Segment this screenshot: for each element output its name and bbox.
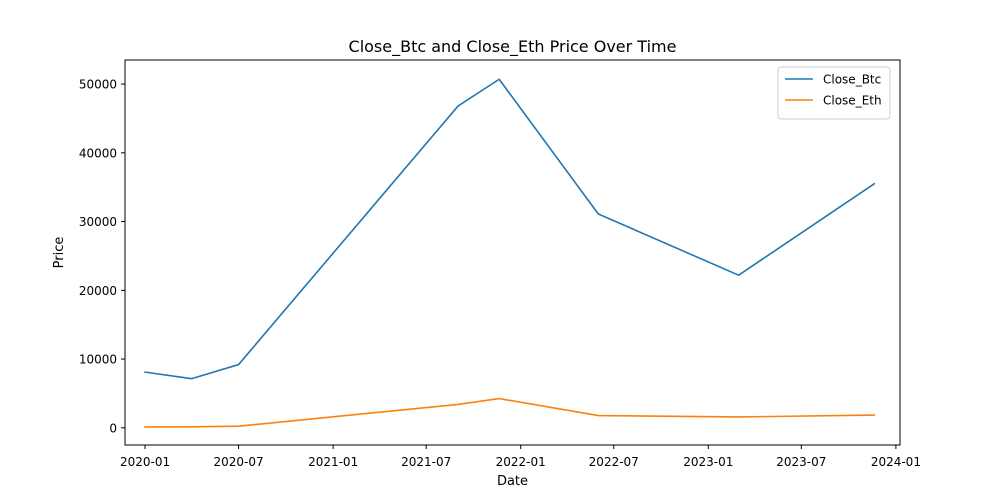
x-tick-label: 2023-07 — [776, 455, 826, 469]
x-axis: 2020-01 2020-07 2021-01 2021-07 2022-01 2022-… — [120, 445, 921, 469]
y-axis-label: Price — [52, 237, 67, 269]
y-tick-label: 40000 — [79, 146, 117, 160]
x-tick-label: 2021-01 — [308, 455, 358, 469]
y-tick-label: 0 — [109, 421, 117, 435]
x-tick-label: 2024-01 — [871, 455, 921, 469]
x-tick-label: 2020-07 — [214, 455, 264, 469]
legend: Close_Btc Close_Eth — [777, 66, 891, 120]
x-axis-label: Date — [497, 474, 528, 489]
series-line-close-btc — [144, 78, 876, 380]
series-line-close-eth — [144, 397, 876, 428]
y-tick-label: 10000 — [79, 353, 117, 367]
legend-label: Close_Btc — [823, 73, 881, 87]
y-tick-label: 30000 — [79, 215, 117, 229]
x-tick-label: 2021-07 — [401, 455, 451, 469]
plot-area — [144, 78, 876, 428]
y-tick-label: 20000 — [79, 284, 117, 298]
chart-title: Close_Btc and Close_Eth Price Over Time — [349, 37, 677, 57]
legend-label: Close_Eth — [823, 94, 882, 108]
x-tick-label: 2022-01 — [496, 455, 546, 469]
axes-frame — [124, 59, 901, 446]
x-tick-label: 2022-07 — [589, 455, 639, 469]
x-tick-label: 2023-01 — [683, 455, 733, 469]
y-tick-label: 50000 — [79, 78, 117, 92]
legend-box — [777, 66, 891, 120]
y-axis: 0 10000 20000 30000 40000 50000 — [79, 78, 125, 435]
x-tick-label: 2020-01 — [120, 455, 170, 469]
